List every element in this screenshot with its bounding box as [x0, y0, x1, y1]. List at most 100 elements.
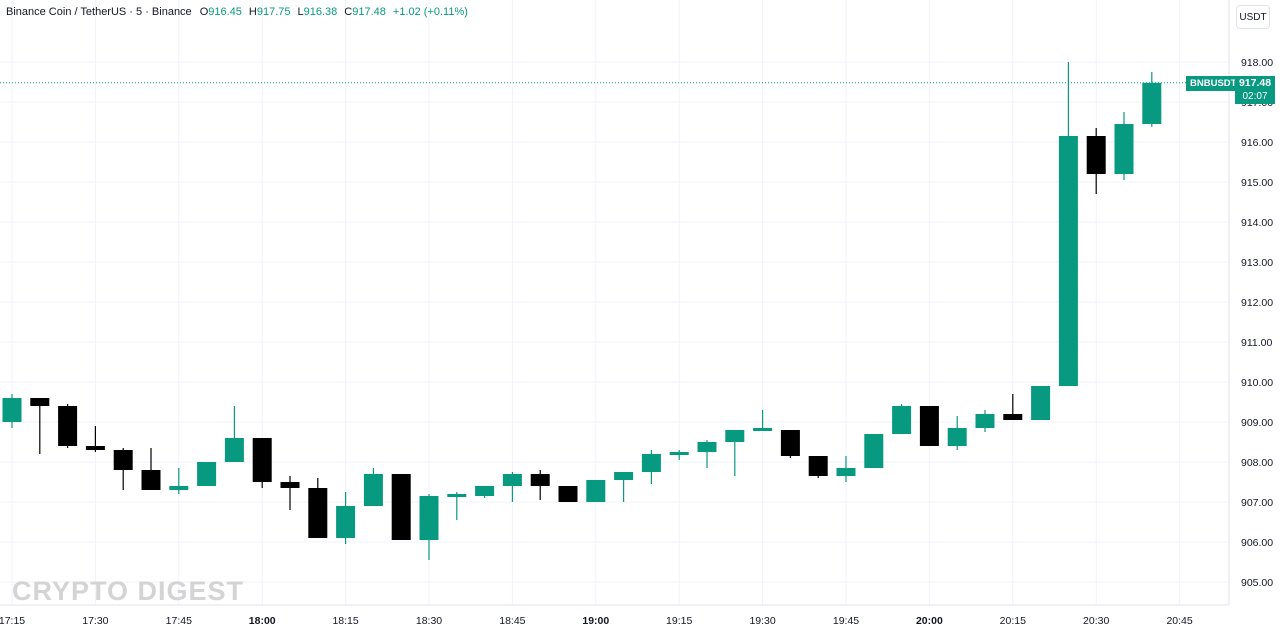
x-tick-label: 20:00 [916, 615, 943, 627]
candle-body [169, 486, 189, 490]
candle[interactable] [975, 410, 995, 432]
x-tick-label: 20:15 [1000, 615, 1026, 627]
candle[interactable] [280, 476, 300, 510]
candle[interactable] [1114, 112, 1134, 180]
candle[interactable] [780, 430, 800, 458]
candle-body [280, 482, 300, 488]
y-tick-label: 905.00 [1241, 577, 1273, 589]
candle[interactable] [502, 472, 522, 502]
candle[interactable] [224, 406, 244, 462]
candle-body [30, 398, 50, 406]
low-value: 916.38 [303, 6, 338, 18]
low-label: L [297, 6, 304, 18]
candle-body [58, 406, 78, 446]
currency-button[interactable]: USDT [1236, 5, 1270, 29]
candle[interactable] [475, 486, 495, 498]
high-value: 917.75 [256, 6, 291, 18]
candle-body [447, 494, 467, 497]
y-tick-label: 918.00 [1241, 57, 1273, 69]
x-tick-label: 17:30 [82, 615, 108, 627]
candle[interactable] [308, 478, 328, 538]
x-tick-label: 18:15 [332, 615, 358, 627]
candle[interactable] [1086, 128, 1106, 194]
candle-body [780, 430, 800, 456]
candle[interactable] [586, 480, 606, 502]
price-axis: 905.00 906.00 907.00 908.00 909.00 910.00 911.… [1241, 57, 1273, 589]
change-value: +1.02 (+0.11%) [392, 6, 468, 18]
candle-body [1003, 414, 1023, 420]
y-tick-label: 911.00 [1241, 337, 1272, 349]
x-tick-label: 17:45 [166, 615, 192, 627]
candle-body [1086, 136, 1106, 174]
symbol-title[interactable]: Binance Coin / TetherUS · 5 · Binance [6, 6, 192, 18]
candle[interactable] [1058, 62, 1078, 386]
candle-body [308, 488, 328, 538]
candle-body [252, 438, 272, 482]
candle[interactable] [808, 456, 828, 478]
candle[interactable] [836, 456, 856, 482]
candle[interactable] [85, 426, 105, 452]
candle-body [669, 452, 689, 455]
candle[interactable] [558, 486, 578, 502]
candle[interactable] [641, 450, 661, 484]
candle-body [141, 470, 161, 490]
candle-body [336, 506, 356, 538]
x-tick-label: 18:45 [499, 615, 525, 627]
bar-countdown: 02:07 [1242, 91, 1268, 102]
candle[interactable] [2, 394, 22, 428]
x-tick-label: 19:45 [833, 615, 859, 627]
close-label: C [344, 6, 353, 18]
candle[interactable] [363, 468, 383, 506]
candle[interactable] [197, 462, 217, 486]
candle[interactable] [58, 404, 78, 448]
candle[interactable] [30, 398, 50, 454]
time-axis: 17:15 17:30 17:45 18:00 18:15 18:30 18:45 19:00… [0, 615, 1193, 627]
candle[interactable] [614, 472, 634, 502]
candle[interactable] [669, 450, 689, 460]
candle[interactable] [252, 438, 272, 488]
open-value: 916.45 [208, 6, 242, 18]
candle[interactable] [447, 492, 467, 520]
y-tick-label: 909.00 [1241, 417, 1273, 429]
last-price-label: 917.48 02:07 [1235, 76, 1275, 104]
candle-body [975, 414, 995, 428]
y-tick-label: 913.00 [1241, 257, 1273, 269]
candle[interactable] [697, 440, 717, 468]
x-tick-label: 20:30 [1083, 615, 1109, 627]
candle-body [1142, 82, 1162, 124]
candle[interactable] [530, 470, 550, 500]
candle[interactable] [391, 474, 411, 540]
x-tick-label: 19:30 [749, 615, 775, 627]
candle[interactable] [169, 468, 189, 494]
candle-body [919, 406, 939, 446]
candle-body [697, 442, 717, 452]
candle[interactable] [753, 410, 773, 431]
candle[interactable] [1031, 386, 1051, 420]
candle-body [614, 472, 634, 480]
candle-body [836, 468, 856, 476]
candle[interactable] [419, 494, 439, 560]
candle-body [197, 462, 217, 486]
candle[interactable] [892, 404, 912, 434]
candle[interactable] [1142, 72, 1162, 127]
candle-body [725, 430, 745, 442]
candle[interactable] [919, 406, 939, 446]
candle-body [391, 474, 411, 540]
candle-body [2, 398, 22, 422]
candle-body [753, 428, 773, 431]
candle-body [892, 406, 912, 434]
candle[interactable] [864, 434, 884, 468]
candle[interactable] [141, 448, 161, 490]
y-tick-label: 906.00 [1241, 537, 1273, 549]
candle-body [363, 474, 383, 506]
candle[interactable] [725, 430, 745, 476]
candle-body [85, 446, 105, 450]
y-tick-label: 912.00 [1241, 297, 1273, 309]
candle[interactable] [336, 492, 356, 544]
candle[interactable] [1003, 394, 1023, 420]
candle[interactable] [113, 448, 133, 490]
x-tick-label: 19:00 [582, 615, 609, 627]
candle[interactable] [947, 416, 967, 450]
high-label: H [248, 6, 257, 18]
